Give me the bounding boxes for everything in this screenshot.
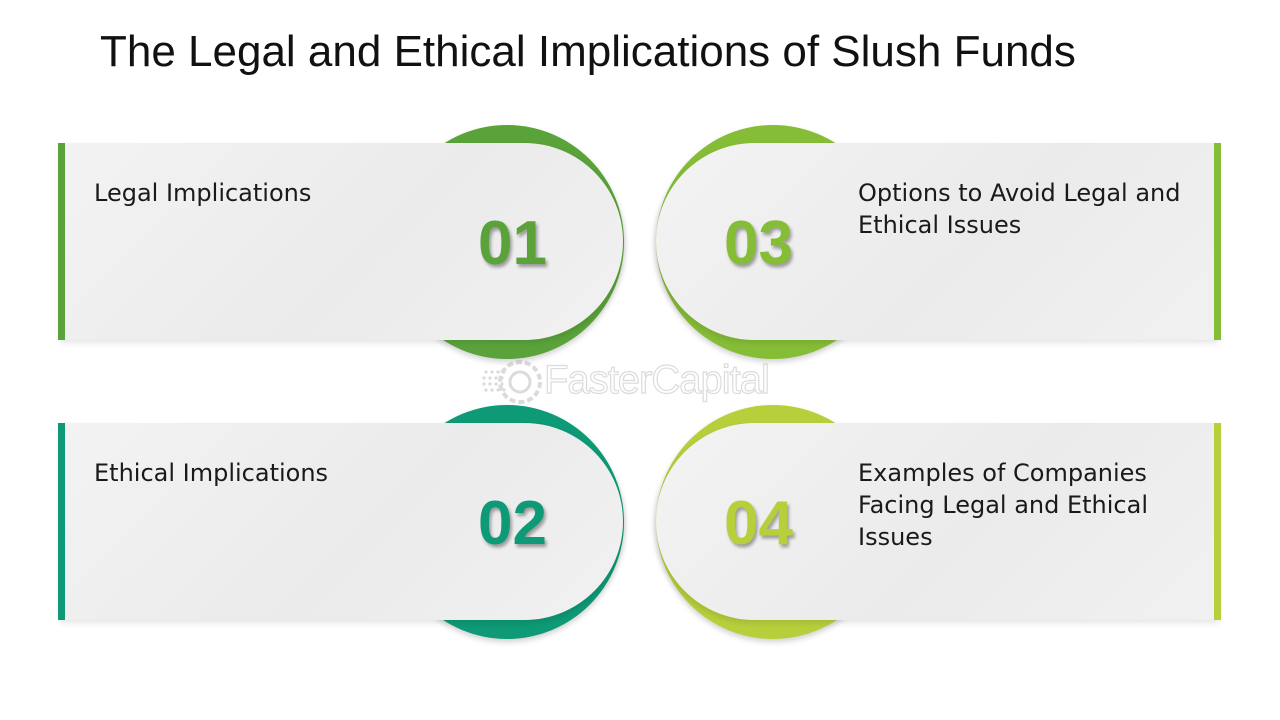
card-legal-implications: Legal Implications 01: [58, 143, 623, 340]
step-number: 04: [724, 489, 793, 558]
step-number: 02: [478, 489, 547, 558]
step-number: 01: [478, 209, 547, 278]
accent-bar: [1214, 143, 1221, 340]
page-title: The Legal and Ethical Implications of Sl…: [100, 27, 1076, 76]
accent-bar: [1214, 423, 1221, 620]
card-examples-of-companies: Examples of Companies Facing Legal and E…: [656, 423, 1221, 620]
accent-bar: [58, 423, 65, 620]
step-number: 03: [724, 209, 793, 278]
card-label: Ethical Implications: [94, 459, 329, 487]
card-label: Legal Implications: [94, 179, 312, 207]
fastercapital-logo-icon: [482, 360, 542, 404]
watermark: FasterCapital: [480, 352, 810, 412]
card-label: Examples of Companies Facing Legal and E…: [858, 459, 1149, 551]
watermark-text: FasterCapital: [543, 357, 770, 402]
card-label: Options to Avoid Legal and Ethical Issue…: [858, 179, 1181, 239]
card-ethical-implications: Ethical Implications 02: [58, 423, 623, 620]
card-options-to-avoid: Options to Avoid Legal and Ethical Issue…: [656, 143, 1221, 340]
accent-bar: [58, 143, 65, 340]
